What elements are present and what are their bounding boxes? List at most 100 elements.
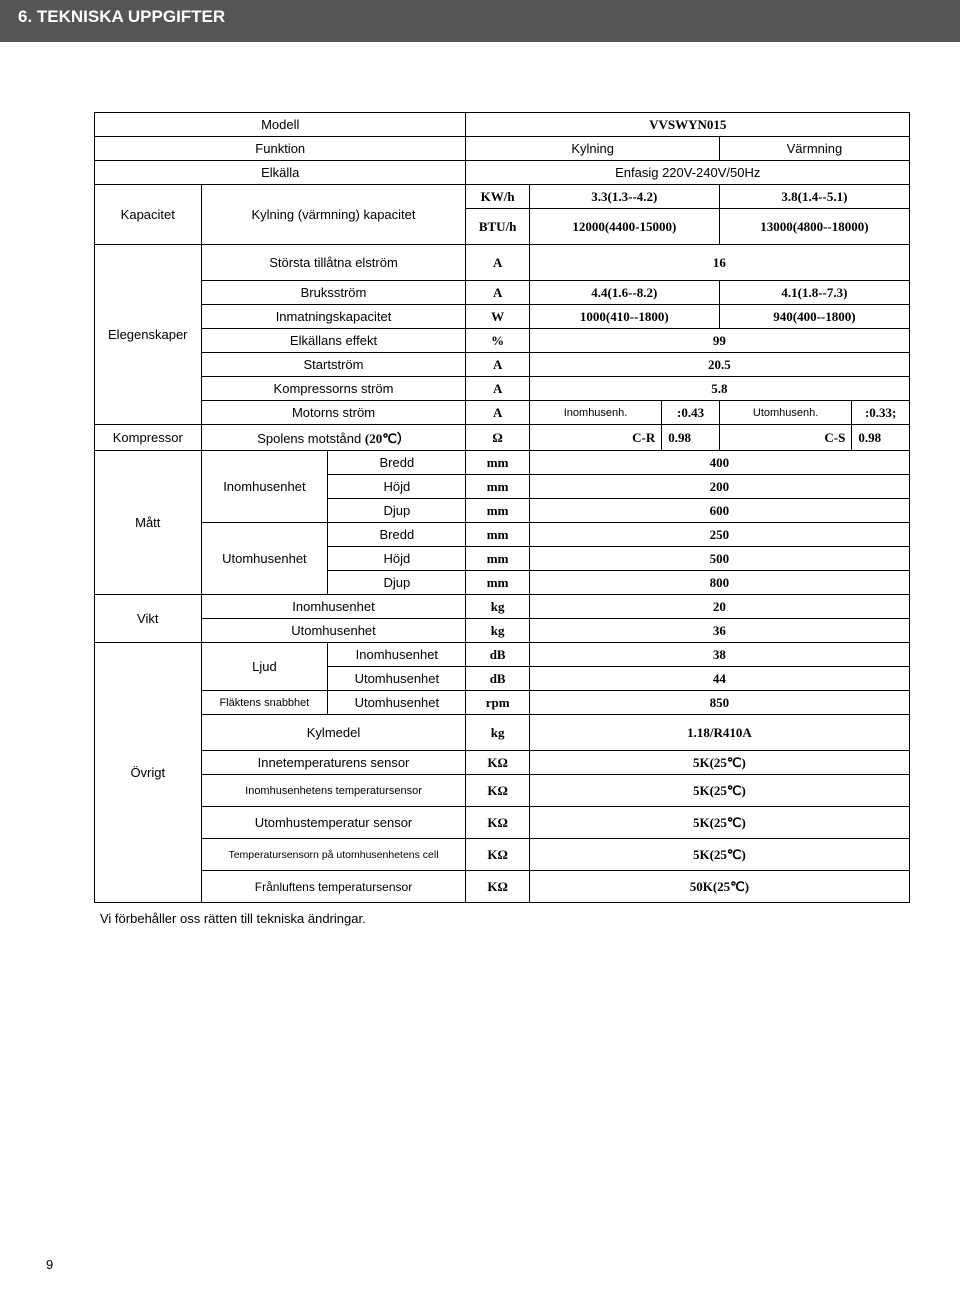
label-djup2: Djup xyxy=(328,571,466,595)
label-spolens-t1: Spolens motstånd xyxy=(257,431,361,446)
label-utomhus1: Utomhusenhet xyxy=(201,523,328,595)
unit-mm5: mm xyxy=(466,547,529,571)
footnote: Vi förbehåller oss rätten till tekniska … xyxy=(100,911,910,926)
label-inmat: Inmatningskapacitet xyxy=(201,305,466,329)
value-cr-v: 0.98 xyxy=(662,425,720,451)
page-number: 9 xyxy=(46,1257,53,1272)
label-hojd2: Höjd xyxy=(328,547,466,571)
unit-kohm2: KΩ xyxy=(466,775,529,807)
section-header: 6. TEKNISKA UPPGIFTER xyxy=(0,0,960,42)
label-utomhustemp: Utomhustemperatur sensor xyxy=(201,807,466,839)
value-kylmedel: 1.18/R410A xyxy=(529,715,909,751)
value-u-djup: 800 xyxy=(529,571,909,595)
value-db-i: 38 xyxy=(529,643,909,667)
value-btu-heat: 13000(4800--18000) xyxy=(719,209,909,245)
value-start: 20.5 xyxy=(529,353,909,377)
label-utomhus3: Utomhusenhet xyxy=(328,667,466,691)
value-motor-uv: :0.33; xyxy=(852,401,910,425)
label-kompstrom: Kompressorns ström xyxy=(201,377,466,401)
value-db-u: 44 xyxy=(529,667,909,691)
value-heating: Värmning xyxy=(719,137,909,161)
value-cs-v: 0.98 xyxy=(852,425,910,451)
label-elegenskaper: Elegenskaper xyxy=(95,245,202,425)
value-u-bredd: 250 xyxy=(529,523,909,547)
value-cooling: Kylning xyxy=(466,137,719,161)
label-utomhus2: Utomhusenhet xyxy=(201,619,466,643)
label-kapacitet: Kapacitet xyxy=(95,185,202,245)
unit-a4: A xyxy=(466,377,529,401)
spec-table: Modell VVSWYN015 Funktion Kylning Värmni… xyxy=(94,112,910,903)
value-s4: 5K(25℃) xyxy=(529,839,909,871)
unit-rpm: rpm xyxy=(466,691,529,715)
label-franluft: Frånluftens temperatursensor xyxy=(201,871,466,903)
label-function: Funktion xyxy=(95,137,466,161)
unit-kg2: kg xyxy=(466,619,529,643)
label-hojd1: Höjd xyxy=(328,475,466,499)
unit-ohm: Ω xyxy=(466,425,529,451)
label-elkallans: Elkällans effekt xyxy=(201,329,466,353)
value-s5: 50K(25℃) xyxy=(529,871,909,903)
value-i-hojd: 200 xyxy=(529,475,909,499)
label-startstrom: Startström xyxy=(201,353,466,377)
unit-mm2: mm xyxy=(466,475,529,499)
unit-a2: A xyxy=(466,281,529,305)
value-motor-ul: Utomhusenh. xyxy=(719,401,851,425)
label-bredd1: Bredd xyxy=(328,451,466,475)
label-flakt: Fläktens snabbhet xyxy=(201,691,328,715)
value-cs-l: C-S xyxy=(719,425,851,451)
value-storsta: 16 xyxy=(529,245,909,281)
value-i-bredd: 400 xyxy=(529,451,909,475)
value-motor-iv: :0.43 xyxy=(662,401,720,425)
label-motorstrom: Motorns ström xyxy=(201,401,466,425)
value-cr-l: C-R xyxy=(529,425,661,451)
label-inomhus2: Inomhusenhet xyxy=(201,595,466,619)
value-s1: 5K(25℃) xyxy=(529,751,909,775)
unit-kohm5: KΩ xyxy=(466,871,529,903)
unit-kohm3: KΩ xyxy=(466,807,529,839)
unit-a1: A xyxy=(466,245,529,281)
value-motor-il: Inomhusenh. xyxy=(529,401,661,425)
value-inmat-c: 1000(410--1800) xyxy=(529,305,719,329)
value-enfasig: Enfasig 220V-240V/50Hz xyxy=(466,161,910,185)
label-bruksstrom: Bruksström xyxy=(201,281,466,305)
label-model: Modell xyxy=(95,113,466,137)
label-elkalla: Elkälla xyxy=(95,161,466,185)
label-utomhus4: Utomhusenhet xyxy=(328,691,466,715)
unit-btuh: BTU/h xyxy=(466,209,529,245)
label-vikt: Vikt xyxy=(95,595,202,643)
label-kompressor: Kompressor xyxy=(95,425,202,451)
value-kw-heat: 3.8(1.4--5.1) xyxy=(719,185,909,209)
section-title: 6. TEKNISKA UPPGIFTER xyxy=(0,0,245,42)
value-komp: 5.8 xyxy=(529,377,909,401)
unit-a3: A xyxy=(466,353,529,377)
value-kg-u: 36 xyxy=(529,619,909,643)
unit-mm1: mm xyxy=(466,451,529,475)
value-inmat-h: 940(400--1800) xyxy=(719,305,909,329)
unit-kohm4: KΩ xyxy=(466,839,529,871)
label-inomhus3: Inomhusenhet xyxy=(328,643,466,667)
label-kylvarm: Kylning (värmning) kapacitet xyxy=(201,185,466,245)
unit-mm3: mm xyxy=(466,499,529,523)
label-spolens-t2: (20℃） xyxy=(365,431,410,446)
value-model: VVSWYN015 xyxy=(466,113,910,137)
label-bredd2: Bredd xyxy=(328,523,466,547)
unit-kohm1: KΩ xyxy=(466,751,529,775)
label-ljud: Ljud xyxy=(201,643,328,691)
unit-db2: dB xyxy=(466,667,529,691)
value-s2: 5K(25℃) xyxy=(529,775,909,807)
unit-pct: % xyxy=(466,329,529,353)
unit-kg3: kg xyxy=(466,715,529,751)
label-innetemp: Innetemperaturens sensor xyxy=(201,751,466,775)
label-kylmedel: Kylmedel xyxy=(201,715,466,751)
value-bruk-h: 4.1(1.8--7.3) xyxy=(719,281,909,305)
unit-db1: dB xyxy=(466,643,529,667)
value-elkallans: 99 xyxy=(529,329,909,353)
label-inomhustemp: Inomhusenhetens temperatursensor xyxy=(201,775,466,807)
value-kg-i: 20 xyxy=(529,595,909,619)
unit-mm6: mm xyxy=(466,571,529,595)
value-btu-cool: 12000(4400-15000) xyxy=(529,209,719,245)
label-cell: Temperatursensorn på utomhusenhetens cel… xyxy=(201,839,466,871)
unit-w: W xyxy=(466,305,529,329)
label-djup1: Djup xyxy=(328,499,466,523)
label-ovrigt: Övrigt xyxy=(95,643,202,903)
